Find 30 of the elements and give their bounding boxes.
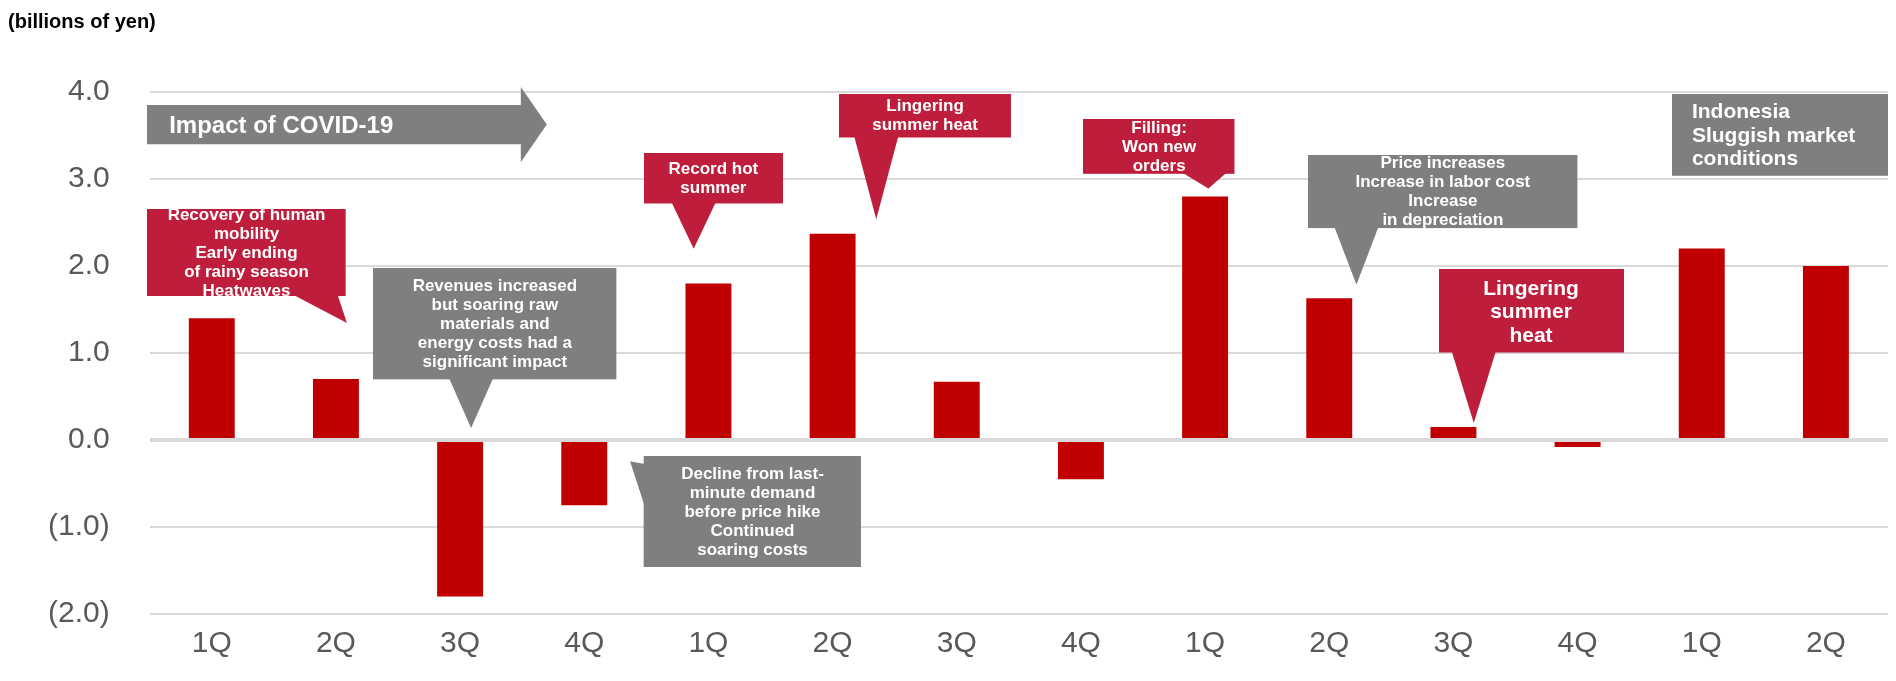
x-tick-label: 3Q — [936, 625, 977, 659]
annotation: Recovery of human mobility Early ending of rainy season Heatwaves — [166, 204, 327, 300]
y-tick-label: 0.0 — [67, 421, 110, 455]
x-tick-label: 3Q — [1433, 625, 1474, 659]
x-tick-label: 4Q — [1060, 625, 1101, 659]
y-axis-title: (billions of yen) — [8, 9, 157, 34]
annotation: Impact of COVID-19 — [169, 109, 394, 140]
y-tick-label: 1.0 — [67, 334, 110, 368]
annotation: Lingering summer heat — [838, 93, 1012, 138]
annotation: Record hot summer — [643, 152, 783, 204]
annotation: Lingering summer heat — [1438, 269, 1624, 353]
x-tick-label: 2Q — [315, 625, 356, 659]
annotation: Revenues increased but soaring raw materials and energy costs had a significant impact — [373, 267, 617, 380]
x-tick-label: 1Q — [688, 625, 729, 659]
x-tick-label: 2Q — [1309, 625, 1350, 659]
annotation: Price increases Increase in labor cost Increase in depreciation — [1308, 153, 1578, 230]
annotation: Filling: Won new orders — [1083, 117, 1235, 175]
x-tick-label: 2Q — [812, 625, 853, 659]
y-tick-label: (2.0) — [48, 595, 110, 629]
y-tick-label: 4.0 — [67, 73, 110, 107]
x-tick-label: 1Q — [1681, 625, 1722, 659]
y-tick-label: 2.0 — [67, 247, 110, 281]
x-tick-label: 4Q — [564, 625, 605, 659]
x-tick-label: 2Q — [1805, 625, 1846, 659]
x-tick-label: 1Q — [1185, 625, 1226, 659]
y-tick-label: 3.0 — [67, 160, 110, 194]
x-tick-label: 3Q — [440, 625, 481, 659]
x-tick-label: 4Q — [1557, 625, 1598, 659]
y-tick-label: (1.0) — [48, 508, 110, 542]
x-tick-label: 1Q — [191, 625, 232, 659]
